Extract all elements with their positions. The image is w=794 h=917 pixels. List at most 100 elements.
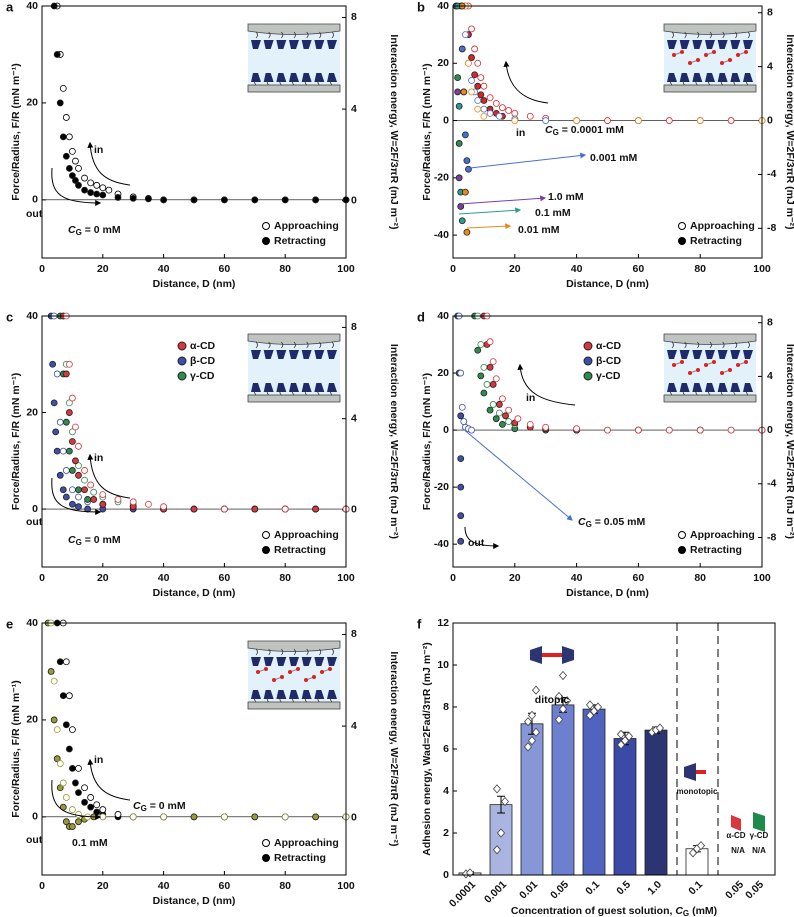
bar [520,723,544,876]
x-tick-label: 80 [279,263,291,275]
y-tick-label: -40 [434,229,449,241]
data-point [463,228,471,236]
data-point [495,409,503,417]
data-point [455,102,463,110]
inset-chain [292,31,296,86]
y-axis-label: Force/Radius, F/R (mN m⁻¹) [421,63,433,200]
inset-host-bottom [717,73,728,82]
data-point [81,798,88,806]
annotation: γ-CD [750,831,769,840]
inset-guest [696,368,700,372]
x-tick-label: 80 [694,263,706,275]
y2-tick-label: 8 [767,7,773,19]
data-point [312,813,320,821]
arrow [87,141,131,186]
data-point [489,401,497,408]
inset-guest [712,360,716,364]
data-point [483,381,491,388]
legend-label: γ-CD [190,370,215,382]
bar [551,704,575,876]
inset-host-bottom [327,73,337,82]
data-point [87,794,95,801]
data-point [616,729,626,739]
data-point [492,375,500,383]
data-point [455,140,463,147]
inset-guest [736,363,740,367]
data-point [492,415,500,423]
data-point [502,412,509,420]
y-tick-label: -20 [434,172,449,184]
inset-chain [746,341,750,396]
data-point [220,813,228,821]
data-point [463,157,471,165]
y2-axis-label: Interaction energy, W=2F/3πR (mJ m⁻²) [388,34,400,229]
data-point [477,91,485,99]
data-point [471,45,479,53]
data-point [616,740,626,750]
inset-host-top [251,350,261,359]
data-point [458,403,466,411]
inset-top-surface [663,23,757,35]
inset-host-top [730,40,741,49]
x-axis-label: Concentration of guest solution, CG (mM) [511,905,717,917]
y-tick-label: 40 [437,310,449,322]
inset-host-top [743,350,753,359]
data-point [281,505,289,513]
data-point [220,196,228,204]
annotation: CG = 0 mM [133,800,186,813]
x-tick-label: 0 [39,572,45,584]
annotation-part: C [578,516,586,528]
data-point [144,500,152,508]
inset-host-bottom [327,383,337,392]
legend-marker [177,356,187,366]
annotation: N/A [731,846,745,855]
inset-chain [254,31,258,86]
inset-bottom-surface [663,84,757,93]
x-tick-label: 0.001 [482,878,509,905]
data-point [56,760,64,767]
data-point [87,189,95,196]
data-point [62,418,70,426]
inset-host-bottom [301,383,312,392]
data-point [635,426,642,434]
data-point [523,742,533,752]
inset-host-bottom [263,690,274,699]
data-point [69,394,76,402]
legend-label: γ-CD [596,370,621,382]
annotation-part: C [68,224,76,236]
x-axis-label: Distance, D (nm) [566,278,649,290]
data-point [99,813,107,821]
annotation-part: G [141,804,147,813]
plot-frame [41,315,347,568]
data-point [474,97,482,104]
data-point [499,420,506,428]
data-point [93,801,101,809]
y2-tick-label: 8 [351,11,357,23]
data-point [465,165,472,173]
inset-chain [708,341,712,396]
y2-tick-label: 0 [767,424,773,436]
plot-frame [452,622,776,876]
data-point [455,174,463,182]
data-point [589,706,599,716]
legend-label: Retracting [690,544,742,556]
data-point [129,194,137,202]
inset-host-bottom [743,73,753,82]
data-point [87,803,95,811]
legend-marker [177,341,187,351]
arrow [87,453,131,499]
y2-tick-label: 8 [351,628,357,640]
inset-chain [266,648,271,703]
data-point [665,426,673,434]
data-point [114,496,122,503]
data-point [129,813,137,821]
data-point [160,813,168,821]
inset-host-top [705,40,715,49]
data-point [665,117,673,124]
data-point [72,423,79,431]
x-tick-label: 0.05 [723,878,746,901]
inset-bottom-surface [247,84,341,93]
data-point [69,764,76,772]
x-tick-label: 40 [571,263,583,275]
inset-host-bottom [314,383,325,392]
